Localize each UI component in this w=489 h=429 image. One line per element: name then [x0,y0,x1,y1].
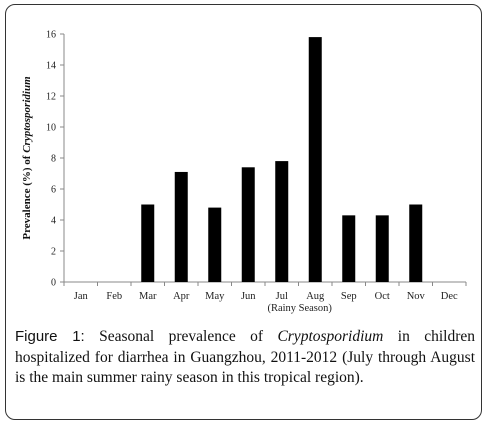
x-tick-label: Sep [341,291,357,302]
bar-aug [308,37,322,282]
x-tick-label: Apr [173,291,190,302]
bar-sep [342,215,356,282]
x-tick-sublabel: (Rainy [267,303,296,314]
bar-may [208,207,222,282]
y-axis-title-italic: Cryptosporidium [21,76,33,153]
caption-text-before: Seasonal prevalence of [84,328,278,345]
figure-caption: Figure 1: Seasonal prevalence of Cryptos… [15,327,475,389]
x-tick-label: Mar [139,291,157,302]
x-tick-label: Jan [74,291,89,302]
bar-nov [409,204,423,282]
y-axis-title-prefix: Prevalence (%) of [21,153,33,240]
x-tick-label: May [205,291,225,302]
y-tick-label: 12 [46,92,56,103]
x-tick-label: Aug [306,291,325,302]
y-tick-label: 0 [51,278,56,289]
x-tick-label: Nov [407,291,426,302]
x-tick-sublabel: Season) [299,303,333,314]
y-axis-title: Prevalence (%) of Cryptosporidium [21,76,33,240]
x-tick-label: Feb [106,291,122,302]
bar-mar [141,204,155,282]
y-tick-label: 14 [46,61,56,72]
x-tick-label: Jun [241,291,256,302]
y-tick-label: 4 [51,216,56,227]
x-tick-label: Jul [276,291,288,302]
caption-text-after: in children hospitalized for diarrhea in… [15,328,475,386]
caption-figure-label: Figure [15,328,58,345]
x-tick-label: Oct [375,291,390,302]
y-tick-label: 2 [51,247,56,258]
bar-oct [375,215,389,282]
y-tick-label: 6 [51,185,56,196]
y-tick-label: 8 [51,154,56,165]
bar-jun [241,167,255,282]
caption-italic-term: Cryptosporidium [277,328,384,345]
x-tick-label: Dec [441,291,458,302]
bar-jul [275,161,289,282]
y-tick-label: 16 [46,30,56,41]
y-tick-label: 10 [46,123,56,134]
caption-figure-number: 1: [57,328,85,345]
bar-apr [174,171,188,282]
